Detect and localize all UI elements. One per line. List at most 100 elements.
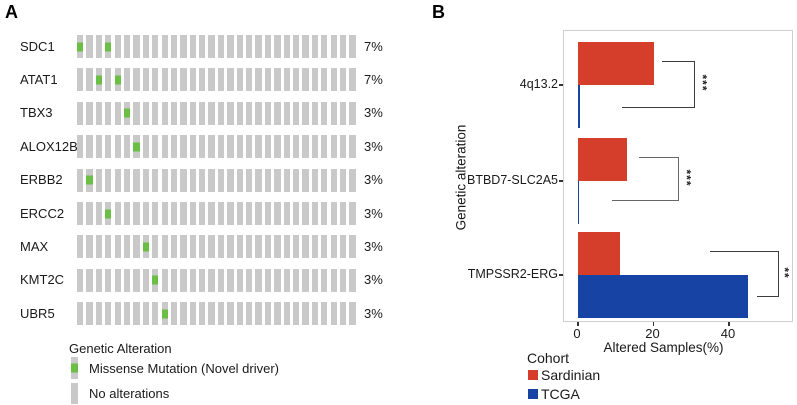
x-axis-tick <box>652 322 654 326</box>
oncoprint-cell <box>246 302 253 326</box>
oncoprint-cell <box>302 168 309 192</box>
oncoprint-cell <box>292 235 300 259</box>
oncoprint-cell <box>161 302 168 326</box>
oncoprint-cell <box>227 302 234 326</box>
oncoprint-cell <box>349 235 356 259</box>
oncoprint-cell <box>321 268 328 292</box>
oncoprint-cell <box>105 268 112 292</box>
oncoprint-cell <box>114 268 121 292</box>
significance-bracket <box>678 157 680 200</box>
oncoprint-cell <box>264 268 272 292</box>
oncoprint-cell <box>330 135 337 159</box>
oncoprint-cell <box>199 68 206 92</box>
oncoprint-cell <box>123 268 131 292</box>
oncoprint-cell <box>133 68 140 92</box>
gene-label: TBX3 <box>20 105 53 121</box>
oncoprint-cell <box>274 135 281 159</box>
bar-tcga-4q13.2 <box>578 85 580 128</box>
oncoprint-cell <box>86 302 93 326</box>
oncoprint-cell <box>292 101 300 125</box>
oncoprint-cell <box>311 135 319 159</box>
oncoprint-cell <box>283 35 290 58</box>
oncoprint-cell <box>86 35 93 58</box>
oncoprint-track <box>77 68 356 92</box>
oncoprint-cell <box>142 302 150 326</box>
oncoprint-cell <box>246 101 253 125</box>
oncoprint-cell <box>217 202 225 225</box>
oncoprint-cell <box>161 202 168 225</box>
oncoprint-cell <box>180 302 187 326</box>
oncoprint-cell <box>86 135 93 159</box>
oncoprint-cell <box>199 101 206 125</box>
significance-bracket <box>694 61 696 107</box>
oncoprint-cell <box>152 101 159 125</box>
oncoprint-cell <box>152 268 159 292</box>
oncoprint-cell <box>236 302 243 326</box>
oncoprint-cell <box>264 135 272 159</box>
oncoprint-cell <box>264 68 272 92</box>
oncoprint-cell <box>180 135 187 159</box>
missense-mark <box>133 142 140 152</box>
oncoprint-cell <box>264 302 272 326</box>
oncoprint-cell <box>133 135 140 159</box>
oncoprint-cell <box>330 235 337 259</box>
oncoprint-cell <box>142 235 150 259</box>
oncoprint-cell <box>95 302 103 326</box>
oncoprint-cell <box>77 135 84 159</box>
oncoprint-cell <box>123 202 131 225</box>
oncoprint-cell <box>330 35 337 58</box>
gene-label: ERCC2 <box>20 205 65 221</box>
oncoprint-cell <box>95 101 103 125</box>
oncoprint-cell <box>95 202 103 225</box>
x-axis-tick <box>728 322 730 326</box>
oncoprint-cell <box>217 302 225 326</box>
oncoprint-cell <box>114 135 121 159</box>
oncoprint-cell <box>86 101 93 125</box>
oncoprint-cell <box>208 135 215 159</box>
bar-sardinian-TMPSSR2-ERG <box>578 232 620 275</box>
oncoprint-cell <box>330 168 337 192</box>
oncoprint-cell <box>208 101 215 125</box>
alteration-percentage: 3% <box>364 172 383 188</box>
oncoprint-cell <box>227 168 234 192</box>
gene-label: ATAT1 <box>20 71 58 87</box>
oncoprint-cell <box>105 302 112 326</box>
oncoprint-cell <box>208 168 215 192</box>
oncoprint-cell <box>95 235 103 259</box>
oncoprint-cell <box>170 268 178 292</box>
oncoprint-track <box>77 202 356 225</box>
panel-a-label: A <box>5 2 18 22</box>
oncoprint-cell <box>264 35 272 58</box>
oncoprint-cell <box>152 168 159 192</box>
oncoprint-cell <box>264 235 272 259</box>
oncoprint-cell <box>114 235 121 259</box>
oncoprint-cell <box>292 168 300 192</box>
oncoprint-cell <box>208 302 215 326</box>
oncoprint-cell <box>86 268 93 292</box>
oncoprint-cell <box>142 202 150 225</box>
significance-bracket <box>612 200 679 202</box>
oncoprint-cell <box>227 202 234 225</box>
y-axis-tick <box>559 84 563 86</box>
oncoprint-cell <box>339 202 347 225</box>
oncoprint-cell <box>77 202 84 225</box>
oncoprint-cell <box>274 35 281 58</box>
oncoprint-cell <box>199 135 206 159</box>
missense-mark <box>142 242 150 252</box>
oncoprint-cell <box>208 268 215 292</box>
oncoprint-cell <box>264 101 272 125</box>
oncoprint-cell <box>283 302 290 326</box>
oncoprint-cell <box>311 68 319 92</box>
no-alteration-legend-label: No alterations <box>89 386 170 401</box>
oncoprint-cell <box>339 235 347 259</box>
oncoprint-cell <box>311 302 319 326</box>
alteration-percentage: 3% <box>364 238 383 254</box>
oncoprint-cell <box>292 135 300 159</box>
oncoprint-cell <box>349 68 356 92</box>
oncoprint-cell <box>255 35 262 58</box>
sardinian-label: Sardinian <box>541 367 601 383</box>
oncoprint-cell <box>142 68 150 92</box>
oncoprint-cell <box>302 202 309 225</box>
oncoprint-cell <box>208 202 215 225</box>
gene-label: SDC1 <box>20 38 55 54</box>
